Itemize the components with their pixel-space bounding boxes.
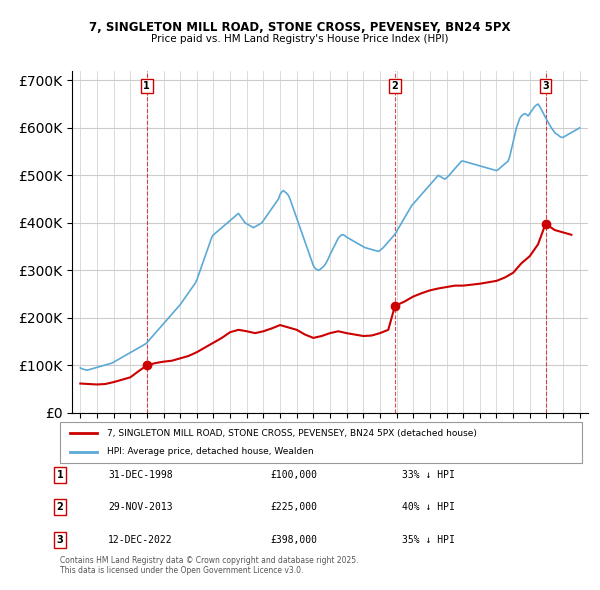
Text: HPI: Average price, detached house, Wealden: HPI: Average price, detached house, Weal…	[107, 447, 314, 456]
Text: £225,000: £225,000	[270, 503, 317, 512]
Text: 2: 2	[392, 81, 398, 91]
Text: 7, SINGLETON MILL ROAD, STONE CROSS, PEVENSEY, BN24 5PX: 7, SINGLETON MILL ROAD, STONE CROSS, PEV…	[89, 21, 511, 34]
Text: Price paid vs. HM Land Registry's House Price Index (HPI): Price paid vs. HM Land Registry's House …	[151, 34, 449, 44]
Text: 7, SINGLETON MILL ROAD, STONE CROSS, PEVENSEY, BN24 5PX (detached house): 7, SINGLETON MILL ROAD, STONE CROSS, PEV…	[107, 429, 477, 438]
Text: 3: 3	[56, 535, 64, 545]
Text: Contains HM Land Registry data © Crown copyright and database right 2025.
This d: Contains HM Land Registry data © Crown c…	[60, 556, 359, 575]
Text: £100,000: £100,000	[270, 470, 317, 480]
Text: 3: 3	[542, 81, 549, 91]
Text: £398,000: £398,000	[270, 535, 317, 545]
Text: 31-DEC-1998: 31-DEC-1998	[108, 470, 173, 480]
Text: 1: 1	[143, 81, 150, 91]
Text: 35% ↓ HPI: 35% ↓ HPI	[402, 535, 455, 545]
Text: 33% ↓ HPI: 33% ↓ HPI	[402, 470, 455, 480]
Text: 1: 1	[56, 470, 64, 480]
Text: 29-NOV-2013: 29-NOV-2013	[108, 503, 173, 512]
Text: 40% ↓ HPI: 40% ↓ HPI	[402, 503, 455, 512]
Text: 2: 2	[56, 503, 64, 512]
Text: 12-DEC-2022: 12-DEC-2022	[108, 535, 173, 545]
FancyBboxPatch shape	[60, 422, 582, 463]
